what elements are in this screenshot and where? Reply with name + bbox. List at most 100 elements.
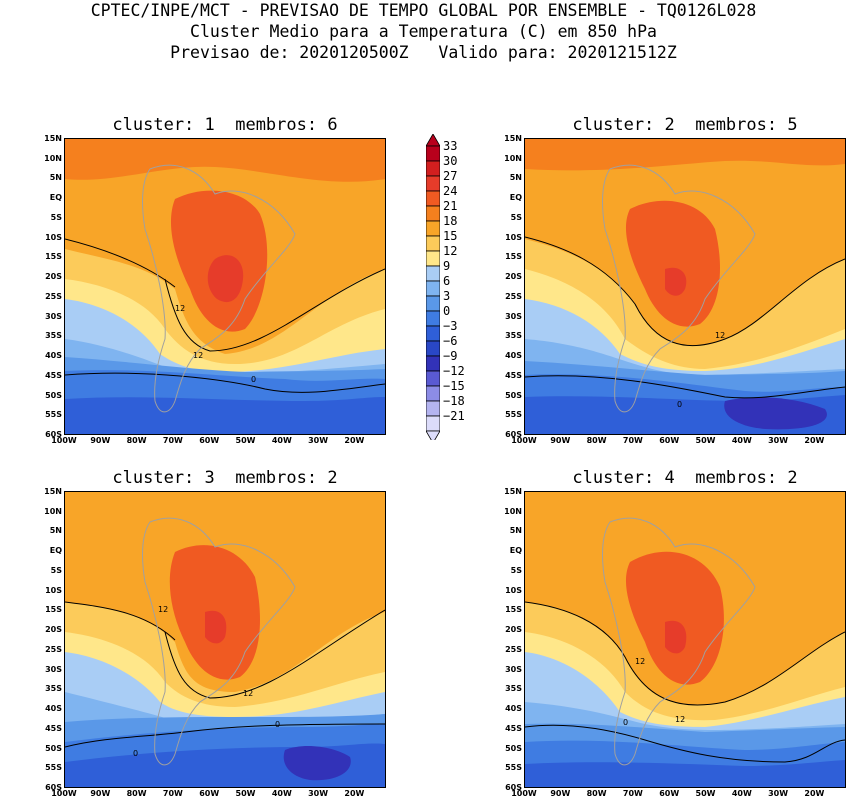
lon-tick-label: 40W xyxy=(271,789,292,798)
lon-tick-label: 50W xyxy=(695,789,716,798)
colorbar-label: 18 xyxy=(443,214,458,228)
colorbar-label: 21 xyxy=(443,199,458,213)
lat-tick-label: 25S xyxy=(45,291,62,301)
lat-tick-label: 30S xyxy=(505,311,522,321)
lat-tick-label: 30S xyxy=(45,311,62,321)
map-panel-3: 12 12 0 0 xyxy=(64,491,386,788)
lat-tick-label: 15N xyxy=(504,134,522,143)
lon-tick-label: 70W xyxy=(622,436,643,445)
lon-tick-label: 50W xyxy=(235,789,256,798)
colorbar-label: −6 xyxy=(443,334,458,348)
lon-tick-label: 100W xyxy=(51,789,77,798)
contour-label-0b: 0 xyxy=(133,749,138,758)
lat-tick-label: 5N xyxy=(49,526,62,536)
lat-tick-label: 60S xyxy=(505,783,522,792)
lat-tick-label: 25S xyxy=(505,644,522,654)
contour-label-12b: 12 xyxy=(243,689,253,698)
contour-label-12a: 12 xyxy=(635,657,645,666)
lon-tick-label: 30W xyxy=(768,789,789,798)
colorbar xyxy=(425,133,441,444)
lat-tick-label: 5S xyxy=(50,212,62,222)
lon-tick-label: 80W xyxy=(586,436,607,445)
colorbar-label: 3 xyxy=(443,289,451,303)
lat-tick-label: 40S xyxy=(505,704,522,714)
lon-tick-label: 30W xyxy=(308,436,329,445)
lon-tick-label: 70W xyxy=(162,789,183,798)
lat-tick-label: 15N xyxy=(44,134,62,143)
panel-title-4: cluster: 4 membros: 2 xyxy=(572,468,798,488)
colorbar-label: −12 xyxy=(443,364,465,378)
lat-tick-label: 15N xyxy=(504,487,522,496)
lat-tick-label: 55S xyxy=(505,410,522,420)
lat-tick-label: 20S xyxy=(45,625,62,635)
lat-tick-label: 5N xyxy=(49,173,62,183)
lon-tick-label: 100W xyxy=(511,789,537,798)
map-panel-2: 12 0 xyxy=(524,138,846,435)
contour-label-12b: 12 xyxy=(193,351,203,360)
lat-tick-label: 5S xyxy=(510,565,522,575)
lat-tick-label: 40S xyxy=(45,704,62,714)
panel-title-2: cluster: 2 membros: 5 xyxy=(572,115,798,135)
lat-tick-label: 5N xyxy=(509,526,522,536)
lat-tick-label: 35S xyxy=(505,684,522,694)
colorbar-label: 0 xyxy=(443,304,451,318)
lat-tick-label: 30S xyxy=(505,664,522,674)
lat-tick-label: 10S xyxy=(505,232,522,242)
lat-tick-label: 35S xyxy=(505,331,522,341)
contour-label-0: 0 xyxy=(623,718,628,727)
lon-tick-label: 20W xyxy=(344,436,365,445)
panel-title-1: cluster: 1 membros: 6 xyxy=(112,115,338,135)
contour-label-0a: 0 xyxy=(275,720,280,729)
lon-tick-label: 90W xyxy=(550,789,571,798)
lon-tick-label: 80W xyxy=(126,789,147,798)
contour-label-12a: 12 xyxy=(175,304,185,313)
lon-tick-label: 60W xyxy=(659,789,680,798)
lat-tick-label: 55S xyxy=(45,410,62,420)
colorbar-label: −15 xyxy=(443,379,465,393)
lon-tick-label: 100W xyxy=(511,436,537,445)
lon-tick-label: 30W xyxy=(768,436,789,445)
lon-tick-label: 50W xyxy=(235,436,256,445)
lat-tick-label: 55S xyxy=(505,763,522,773)
lat-tick-label: 10N xyxy=(44,506,62,516)
colorbar-label: −21 xyxy=(443,409,465,423)
lat-tick-label: 25S xyxy=(45,644,62,654)
lat-tick-label: 10S xyxy=(45,585,62,595)
contour-label-12b: 12 xyxy=(675,715,685,724)
lat-tick-label: 20S xyxy=(505,625,522,635)
map-panel-1: 12 12 0 xyxy=(64,138,386,435)
header-line-3: Previsao de: 2020120500Z Valido para: 20… xyxy=(170,43,677,62)
lat-tick-label: EQ xyxy=(509,546,522,556)
contour-label-12: 12 xyxy=(715,331,725,340)
colorbar-label: 6 xyxy=(443,274,451,288)
lat-tick-label: 5N xyxy=(509,173,522,183)
lat-tick-label: 20S xyxy=(505,272,522,282)
colorbar-label: 12 xyxy=(443,244,458,258)
lon-tick-label: 20W xyxy=(804,436,825,445)
colorbar-label: 24 xyxy=(443,184,458,198)
lat-tick-label: 30S xyxy=(45,664,62,674)
colorbar-label: −3 xyxy=(443,319,458,333)
lon-tick-label: 100W xyxy=(51,436,77,445)
lat-tick-label: 50S xyxy=(505,743,522,753)
lat-tick-label: 15S xyxy=(505,605,522,615)
lat-tick-label: EQ xyxy=(509,193,522,203)
lat-tick-label: 45S xyxy=(45,370,62,380)
lat-tick-label: 10N xyxy=(504,506,522,516)
colorbar-label: −9 xyxy=(443,349,458,363)
lat-tick-label: 15S xyxy=(45,252,62,262)
lat-tick-label: 60S xyxy=(45,430,62,439)
lat-tick-label: 20S xyxy=(45,272,62,282)
header-line-1: CPTEC/INPE/MCT - PREVISAO DE TEMPO GLOBA… xyxy=(90,1,757,20)
contour-label-12a: 12 xyxy=(158,605,168,614)
colorbar-label: 15 xyxy=(443,229,458,243)
lon-tick-label: 60W xyxy=(199,436,220,445)
lon-tick-label: 60W xyxy=(199,789,220,798)
lon-tick-label: 80W xyxy=(126,436,147,445)
lon-tick-label: 70W xyxy=(622,789,643,798)
lat-tick-label: 40S xyxy=(505,351,522,361)
lat-tick-label: 60S xyxy=(45,783,62,792)
lon-tick-label: 20W xyxy=(344,789,365,798)
map-panel-4: 12 12 0 xyxy=(524,491,846,788)
lat-tick-label: 45S xyxy=(505,723,522,733)
